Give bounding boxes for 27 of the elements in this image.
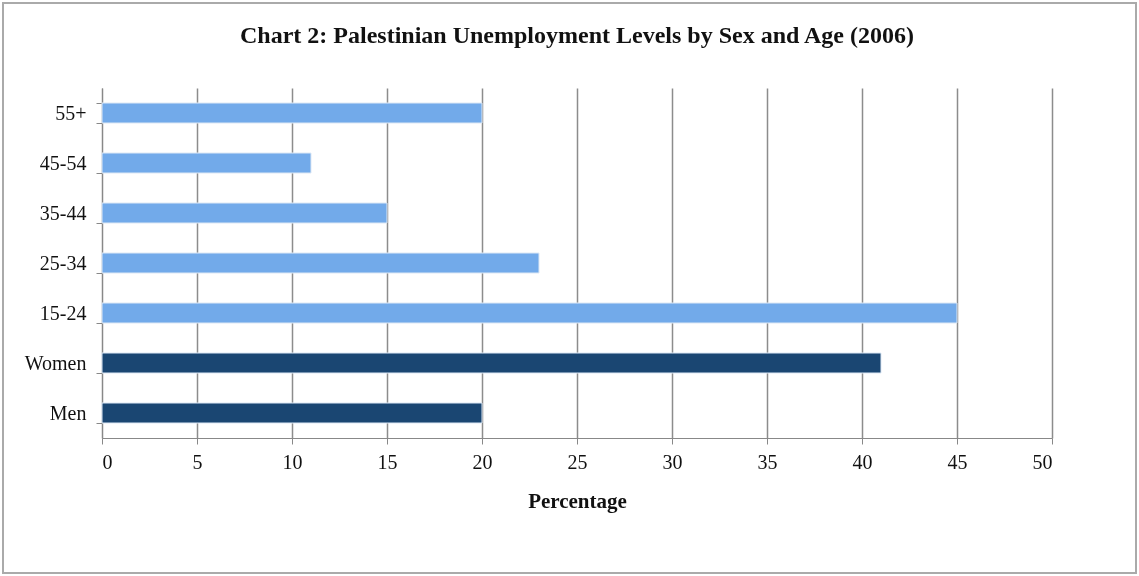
y-tick-label: 55+ (55, 101, 87, 124)
y-tick-label: 45-54 (39, 151, 87, 174)
y-tick-label: 25-34 (39, 251, 87, 274)
x-axis-title: Percentage (528, 488, 627, 513)
x-tick-label: 35 (757, 450, 778, 473)
bar (101, 202, 388, 224)
bar (101, 352, 882, 374)
x-tick-label: 0 (102, 450, 113, 473)
y-tick-label: 35-44 (39, 201, 87, 224)
bar (101, 402, 483, 424)
bar (101, 102, 483, 124)
x-tick-label: 50 (1032, 450, 1053, 473)
bar (101, 152, 312, 174)
x-tick-label: 15 (377, 450, 398, 473)
x-tick-label: 25 (567, 450, 588, 473)
bar (101, 302, 958, 324)
x-tick-label: 30 (662, 450, 683, 473)
bar (101, 252, 540, 274)
x-tick-label: 40 (852, 450, 873, 473)
y-tick-label: Women (24, 351, 87, 374)
y-tick-label: 15-24 (39, 301, 87, 324)
x-tick-label: 5 (192, 450, 203, 473)
x-tick-label: 20 (472, 450, 493, 473)
x-tick-label: 10 (282, 450, 303, 473)
x-tick-label: 45 (947, 450, 968, 473)
chart-title: Chart 2: Palestinian Unemployment Levels by Sex and Age (2006) (240, 22, 914, 48)
y-tick-label: Men (49, 401, 87, 424)
